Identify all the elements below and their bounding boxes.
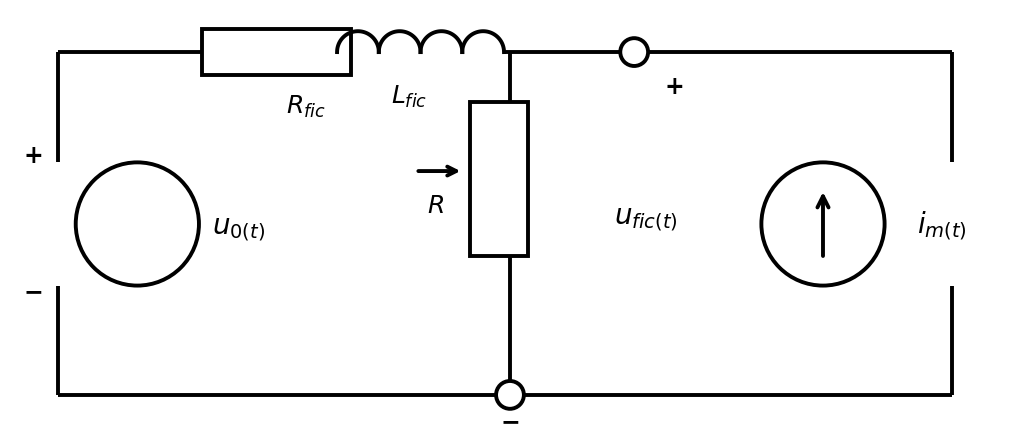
Bar: [202, 29, 351, 75]
Text: $\mathit{i}_{m(t)}$: $\mathit{i}_{m(t)}$: [917, 209, 967, 243]
Text: $\mathit{u}_{0(t)}$: $\mathit{u}_{0(t)}$: [211, 217, 265, 244]
Circle shape: [495, 381, 524, 409]
Text: −: −: [499, 410, 520, 434]
Text: +: +: [663, 75, 683, 99]
Text: $\mathit{R}_{fic}$: $\mathit{R}_{fic}$: [286, 93, 326, 120]
Circle shape: [76, 162, 199, 286]
Bar: [470, 102, 528, 256]
Text: $\mathit{u}_{fic(t)}$: $\mathit{u}_{fic(t)}$: [614, 208, 677, 235]
Circle shape: [760, 162, 884, 286]
Text: $\mathit{L}_{fic}$: $\mathit{L}_{fic}$: [390, 84, 427, 110]
Circle shape: [620, 38, 647, 66]
Text: −: −: [23, 280, 42, 305]
Text: +: +: [23, 144, 42, 168]
Text: $\mathit{R}$: $\mathit{R}$: [427, 194, 444, 217]
